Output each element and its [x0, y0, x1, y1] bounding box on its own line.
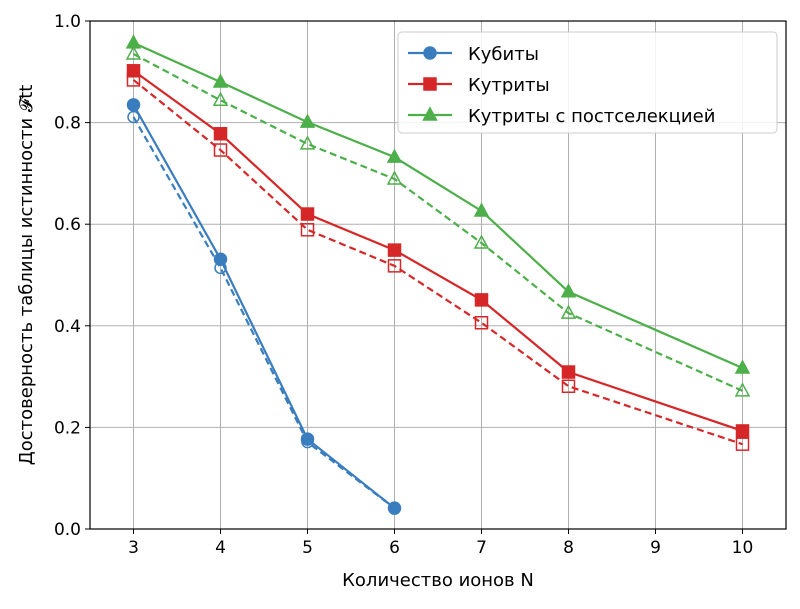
data-point [560, 283, 577, 298]
legend: Кубиты Кутриты Кутриты с постселекцией [397, 31, 778, 134]
legend-label: Кубиты [468, 44, 539, 65]
y-tick-label: 1.0 [54, 12, 81, 32]
data-point [300, 207, 315, 221]
x-tick-label: 7 [476, 538, 487, 558]
data-point [300, 432, 315, 446]
data-point [561, 365, 576, 379]
data-point [387, 243, 402, 257]
legend-label: Кутриты с постселекцией [468, 106, 715, 127]
data-point [212, 73, 229, 88]
data-point-open [213, 143, 228, 157]
data-point [126, 64, 141, 78]
series-line-dashed [132, 116, 396, 510]
series-line-dashed [132, 79, 743, 446]
data-point [474, 293, 489, 307]
data-point-open [125, 45, 142, 60]
legend-marker [423, 77, 437, 91]
x-tick-label: 9 [650, 538, 661, 558]
y-tick-label: 0.8 [54, 114, 81, 134]
data-point [387, 501, 402, 515]
data-point [473, 202, 490, 217]
data-point [125, 34, 142, 49]
data-point [126, 98, 141, 112]
data-point-open [734, 382, 751, 397]
data-point-open [474, 316, 489, 330]
legend-box [397, 31, 778, 134]
y-tick-label: 0.2 [54, 418, 81, 438]
data-point-open [300, 223, 315, 237]
y-axis-label: Достоверность таблицы истинности 𝓕tt [16, 85, 37, 466]
data-point-open [561, 379, 576, 394]
y-tick-label: 0.0 [54, 520, 81, 540]
x-axis-label: Количество ионов N [342, 570, 534, 591]
data-point [735, 424, 750, 438]
data-point [213, 252, 228, 267]
legend-label: Кутриты [468, 75, 550, 96]
y-tick-label: 0.4 [54, 317, 81, 337]
x-tick-label: 10 [732, 538, 754, 558]
plot-frame [89, 20, 787, 530]
x-tick-label: 6 [389, 538, 400, 558]
y-tick-label: 0.6 [54, 215, 81, 235]
data-point-open [473, 234, 490, 249]
data-point [386, 148, 403, 163]
data-point [213, 127, 228, 141]
data-point-open [386, 170, 403, 185]
data-point-open [387, 259, 402, 273]
series-line-dashed [132, 53, 743, 392]
x-tick-label: 4 [215, 538, 226, 558]
x-tick-label: 8 [563, 538, 574, 558]
x-tick-label: 3 [128, 538, 139, 558]
data-point-open [560, 304, 577, 319]
data-point-open [212, 91, 229, 106]
x-tick-label: 5 [302, 538, 313, 558]
data-point-open [299, 135, 316, 150]
data-point [734, 359, 751, 374]
data-point [299, 113, 316, 128]
legend-marker [422, 106, 438, 121]
series-line [132, 104, 396, 510]
legend-marker [423, 46, 437, 60]
data-point-open [735, 437, 750, 451]
